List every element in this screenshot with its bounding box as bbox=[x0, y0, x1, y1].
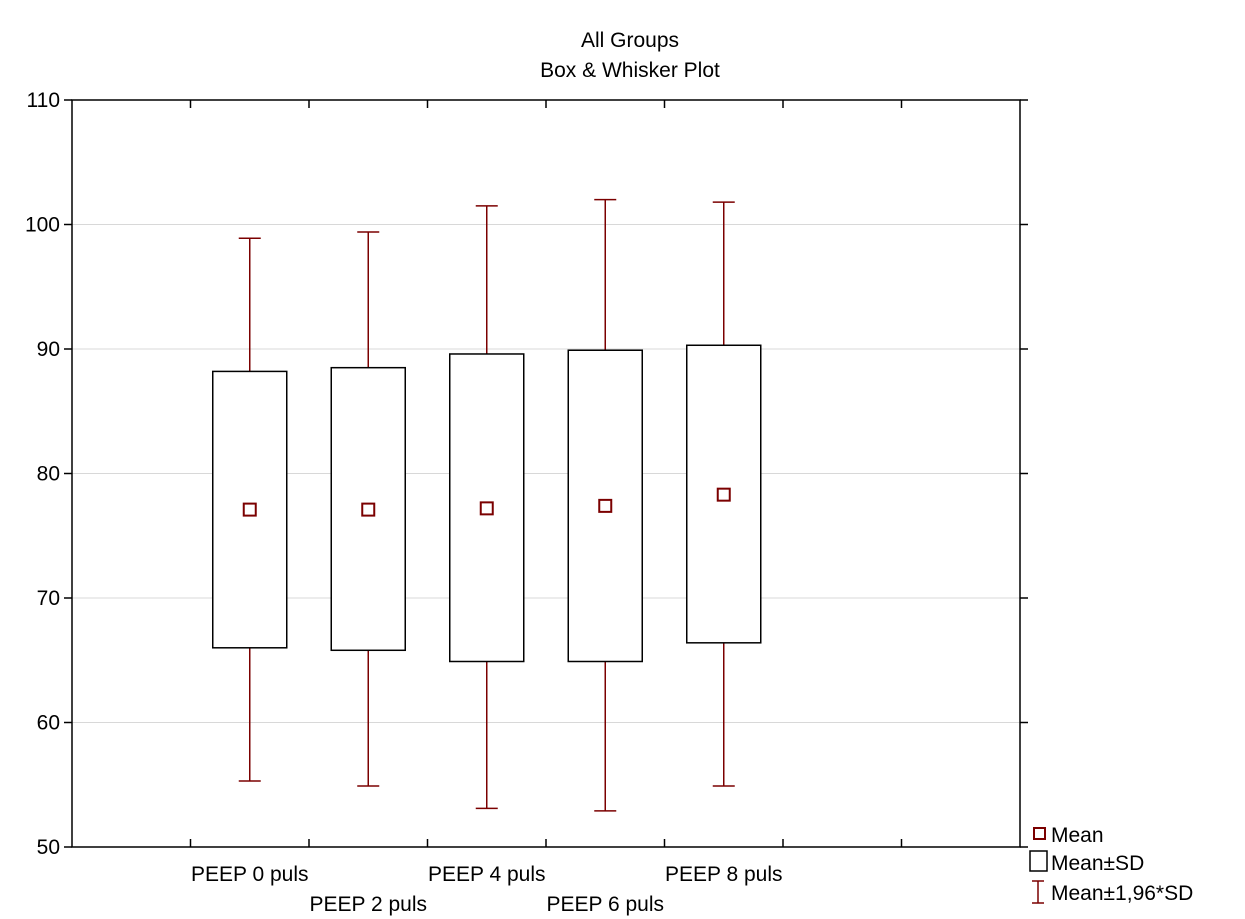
y-tick-label: 50 bbox=[37, 836, 60, 859]
legend-mean-icon bbox=[1033, 827, 1046, 840]
x-category-label: PEEP 8 puls bbox=[665, 863, 783, 886]
chart-subtitle: Box & Whisker Plot bbox=[540, 59, 720, 82]
legend-label: Mean±SD bbox=[1051, 852, 1144, 875]
sd-box bbox=[330, 366, 406, 652]
mean-marker bbox=[361, 502, 376, 517]
y-tick-label: 100 bbox=[25, 214, 60, 237]
x-category-label: PEEP 0 puls bbox=[191, 863, 309, 886]
y-tick-label: 80 bbox=[37, 463, 60, 486]
legend-label: Mean±1,96*SD bbox=[1051, 882, 1193, 905]
y-tick-label: 60 bbox=[37, 712, 60, 735]
legend: Mean Mean±SD Mean±1,96*SD bbox=[1029, 824, 1193, 905]
y-tick-label: 70 bbox=[37, 587, 60, 610]
x-category-label: PEEP 6 puls bbox=[546, 893, 664, 916]
mean-marker bbox=[716, 487, 731, 502]
legend-box-icon bbox=[1029, 850, 1048, 872]
mean-marker bbox=[598, 498, 613, 513]
mean-marker bbox=[479, 501, 494, 516]
y-tick-label: 90 bbox=[37, 338, 60, 361]
y-tick-label: 110 bbox=[27, 89, 60, 112]
x-category-label: PEEP 4 puls bbox=[428, 863, 546, 886]
chart-title: All Groups bbox=[581, 29, 679, 52]
legend-label: Mean bbox=[1051, 824, 1104, 847]
x-category-label: PEEP 2 puls bbox=[309, 893, 427, 916]
mean-marker bbox=[242, 502, 257, 517]
